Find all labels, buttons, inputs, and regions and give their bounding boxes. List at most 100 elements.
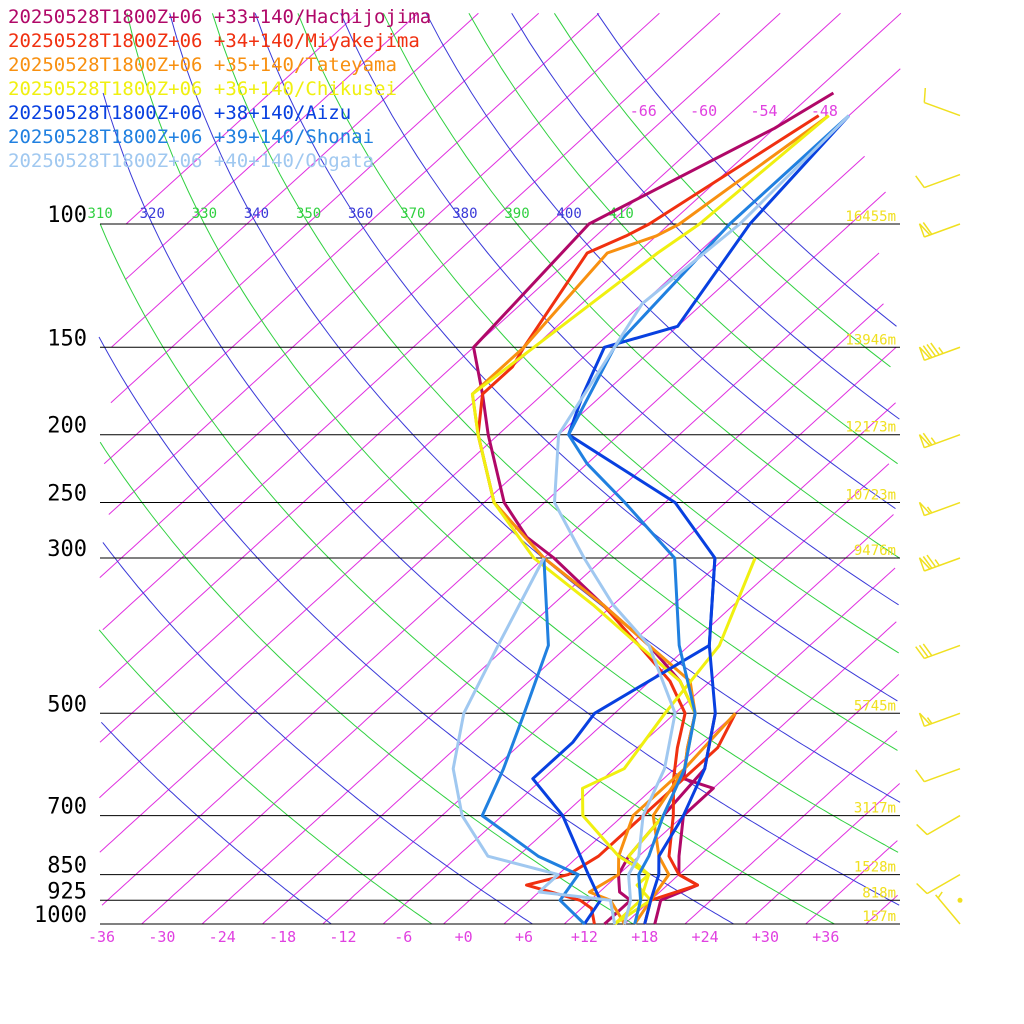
pressure-label: 700 (47, 795, 87, 820)
height-label: 5745m (854, 698, 896, 714)
height-label: 16455m (845, 209, 896, 225)
temperature-tick-label: -30 (148, 928, 175, 946)
temperature-profile (476, 114, 820, 925)
pressure-label: 925 (47, 879, 87, 904)
isotherm-line (684, 730, 898, 925)
upper-isotherm-label: -66 (630, 102, 657, 120)
dewpoint-profile (531, 557, 717, 925)
theta-label: 400 (556, 206, 581, 222)
wind-barb (918, 712, 961, 728)
theta-label: 370 (400, 206, 425, 222)
pressure-label: 300 (47, 537, 87, 562)
wind-barbs (915, 87, 963, 925)
temperature-tick-label: -12 (329, 928, 356, 946)
isotherm-line (141, 252, 880, 925)
isotherm-line (98, 12, 841, 689)
theta-label: 350 (296, 206, 321, 222)
temperature-tick-label: +0 (455, 928, 473, 946)
legend-entry: 20250528T1800Z+06 +34+140/Miyakejima (8, 30, 420, 52)
isotherm-line (99, 68, 901, 799)
legend: 20250528T1800Z+06 +33+140/Hachijojima 202… (8, 5, 431, 173)
temperature-tick-label: -24 (209, 928, 236, 946)
wind-barb (935, 891, 961, 925)
legend-entry: 20250528T1800Z+06 +36+140/Chikusei (8, 78, 397, 100)
dry-adiabat-line (211, 13, 898, 751)
dry-adiabat-line (468, 13, 898, 465)
height-label: 1528m (854, 860, 896, 876)
temperature-profile (553, 114, 850, 925)
isotherm-line (108, 12, 660, 515)
wind-barb (918, 342, 961, 362)
wind-barb (918, 554, 961, 572)
isotherm-line (744, 783, 901, 925)
temperature-profile (472, 91, 835, 925)
pressure-label: 850 (47, 854, 87, 879)
height-label: 13946m (845, 332, 896, 348)
dry-adiabat-line (425, 13, 896, 510)
dry-adiabat-line (102, 92, 900, 906)
temperature-tick-label: -6 (394, 928, 412, 946)
wind-barb (915, 173, 961, 189)
height-label: 818m (862, 885, 896, 901)
wind-barb (918, 432, 961, 449)
dry-adiabat-line (99, 441, 634, 925)
temperature-tick-label: -18 (269, 928, 296, 946)
dewpoint-profile (603, 713, 717, 926)
dry-adiabat-line (98, 629, 433, 925)
theta-label: 380 (452, 206, 477, 222)
legend-entry: 20250528T1800Z+06 +35+140/Tateyama (8, 54, 397, 76)
isotherm-line (125, 12, 358, 225)
sounding-series (451, 91, 851, 926)
theta-label: 360 (348, 206, 373, 222)
upper-isotherm-label: -54 (750, 102, 777, 120)
isotherm-line (262, 346, 897, 925)
pressure-label: 100 (47, 203, 87, 228)
legend-entry: 20250528T1800Z+06 +40+140/Oogata (8, 150, 375, 172)
wind-barb (915, 643, 961, 660)
isotherm-line (382, 463, 890, 925)
temperature-tick-label: +36 (812, 928, 839, 946)
dry-adiabat-line (596, 13, 897, 327)
isotherm-line (443, 514, 894, 925)
wind-barb-calm (957, 897, 963, 903)
dry-adiabat-line (382, 13, 900, 559)
temperature-tick-label: -36 (88, 928, 115, 946)
isotherm-line (201, 303, 884, 925)
legend-entry: 20250528T1800Z+06 +33+140/Hachijojima (8, 6, 432, 28)
isotherm-line (805, 840, 898, 925)
isotherm-line (101, 191, 886, 906)
height-label: 3117m (854, 801, 896, 817)
wind-barb (915, 768, 961, 783)
pressure-label: 1000 (34, 903, 87, 928)
dry-adiabat-line (100, 721, 332, 925)
isotherm-line (110, 12, 540, 404)
isotherm-line (624, 674, 900, 925)
temperature-tick-label: +18 (631, 928, 658, 946)
temperature-profile (567, 114, 851, 925)
theta-label: 320 (140, 206, 165, 222)
wind-barb (916, 873, 961, 895)
pressure-label: 200 (47, 414, 87, 439)
legend-entry: 20250528T1800Z+06 +38+140/Aizu (8, 102, 352, 124)
wind-barb (918, 501, 961, 517)
theta-label: 310 (88, 206, 113, 222)
pressure-label: 500 (47, 692, 87, 717)
isotherm-line (102, 12, 781, 631)
dry-adiabat-line (297, 13, 899, 654)
theta-label: 330 (192, 206, 217, 222)
wind-barb (916, 814, 961, 836)
theta-label: 390 (504, 206, 529, 222)
isotherm-line (99, 12, 721, 578)
legend-entry: 20250528T1800Z+06 +39+140/Shonai (8, 126, 375, 148)
dry-adiabat-line (254, 13, 898, 702)
temperature-tick-label: +24 (692, 928, 719, 946)
height-label: 10723m (845, 488, 896, 504)
theta-label: 340 (244, 206, 269, 222)
dry-adiabat-line (126, 13, 899, 853)
pressure-label: 250 (47, 482, 87, 507)
temperature-tick-label: +30 (752, 928, 779, 946)
dry-adiabat-line (511, 13, 900, 420)
dewpoint-profile (451, 557, 617, 925)
height-label: 12173m (845, 420, 896, 436)
